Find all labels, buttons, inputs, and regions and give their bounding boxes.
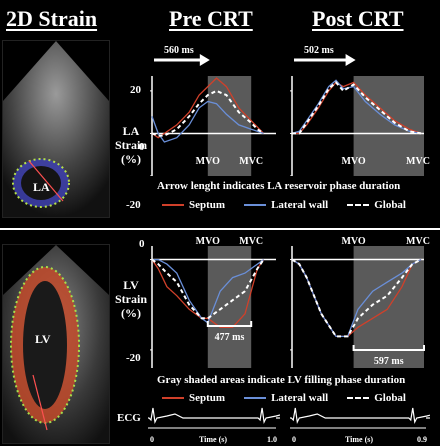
la-ytick-0: 0	[139, 141, 145, 153]
shaded-filling-region	[207, 246, 252, 368]
series-line-global	[151, 258, 265, 320]
la-echo-label: LA	[33, 180, 50, 194]
legend-septum-swatch	[162, 204, 184, 206]
lv-strain-label: LV Strain (%)	[114, 278, 147, 320]
la-echo-image: LA	[2, 40, 110, 218]
legend-lateral: Lateral wall	[271, 392, 329, 404]
lv-pre-chart: MVO MVC 477 ms	[150, 236, 276, 368]
la-pre-chart: MVO MVC 560 ms	[150, 46, 276, 176]
marker-mvc: MVC	[406, 236, 430, 247]
legend-septum: Septum	[189, 199, 226, 211]
series-line-global	[292, 80, 422, 135]
lv-echo-label: LV	[35, 332, 51, 346]
la-caption: Arrow lenght indicates LA reservoir phas…	[157, 180, 401, 192]
legend-global: Global	[374, 392, 406, 404]
legend-global: Global	[374, 199, 406, 211]
ecg-post-trace: 0 Time (s) 0.9	[290, 407, 430, 444]
lv-echo-image: LV	[2, 244, 110, 444]
ecg-tick: 0.9	[417, 435, 427, 444]
lv-caption: Gray shaded areas indicate LV filling ph…	[157, 374, 406, 386]
filling-duration-label: 597 ms	[374, 356, 404, 367]
legend-septum: Septum	[189, 392, 226, 404]
marker-mvo: MVO	[341, 236, 365, 247]
ecg-axis-title: Time (s)	[345, 435, 373, 444]
series-line-lateral-wall	[151, 100, 264, 143]
ecg-label: ECG	[117, 412, 141, 424]
series-line-lateral-wall	[152, 258, 264, 324]
marker-mvo: MVO	[196, 236, 220, 247]
legend-global-swatch	[347, 204, 370, 206]
series-line-septum	[151, 77, 265, 139]
legend-lateral-swatch	[244, 397, 267, 399]
ecg-tick: 0	[150, 435, 154, 444]
lv-ytick-0: 0	[139, 238, 145, 250]
lv-post-chart: MVO MVC 597 ms	[290, 236, 430, 368]
la-ytick-neg20: -20	[126, 199, 141, 211]
ecg-axis-title: Time (s)	[199, 435, 227, 444]
legend-lateral: Lateral wall	[271, 199, 329, 211]
series-line-global	[291, 258, 422, 338]
legend-septum-swatch	[162, 397, 184, 399]
ecg-line	[148, 407, 280, 424]
reservoir-arrow-head	[345, 54, 356, 66]
ecg-tick: 0	[292, 435, 296, 444]
marker-mvo: MVO	[341, 156, 365, 167]
reservoir-arrow-head	[199, 54, 210, 66]
legend-lateral-swatch	[244, 204, 267, 206]
heading-2d-strain: 2D Strain	[6, 6, 98, 31]
series-line-global	[151, 89, 265, 137]
lv-ytick-neg20: -20	[126, 352, 141, 364]
marker-mvo: MVO	[196, 156, 220, 167]
filling-bracket	[352, 345, 425, 351]
marker-mvc: MVC	[239, 156, 263, 167]
ecg-pre-trace: 0 Time (s) 1.0	[148, 407, 280, 444]
marker-mvc: MVC	[406, 156, 430, 167]
la-ytick-20: 20	[130, 84, 141, 96]
heading-pre-crt: Pre CRT	[169, 6, 253, 31]
legend-global-swatch	[347, 397, 370, 399]
shaded-filling-region	[353, 76, 424, 176]
marker-mvc: MVC	[239, 236, 263, 247]
heading-post-crt: Post CRT	[312, 6, 404, 31]
series-line-septum	[292, 81, 422, 135]
la-post-chart: MVO MVC 502 ms	[290, 46, 430, 176]
row-divider	[0, 228, 440, 230]
series-line-lateral-wall	[291, 79, 422, 135]
ecg-line	[290, 407, 430, 424]
filling-bracket	[206, 321, 253, 327]
ecg-tick: 1.0	[267, 435, 277, 444]
la-legend: Septum Lateral wall Global	[162, 199, 420, 211]
reservoir-duration-label: 560 ms	[164, 46, 194, 56]
lv-legend: Septum Lateral wall Global	[162, 392, 420, 404]
filling-duration-label: 477 ms	[215, 332, 245, 343]
reservoir-duration-label: 502 ms	[304, 46, 334, 56]
la-strain-label: LA Strain (%)	[114, 124, 147, 166]
